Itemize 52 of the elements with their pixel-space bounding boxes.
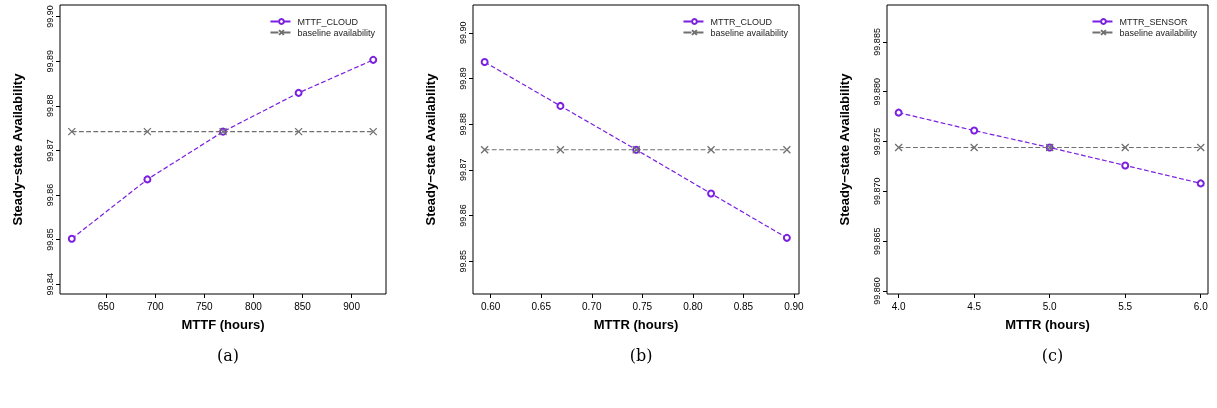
y-tick-label: 99.87: [457, 158, 468, 182]
y-tick-label: 99.860: [871, 277, 882, 305]
x-tick-label: 800: [245, 300, 263, 312]
x-axis-title: MTTR (hours): [1005, 317, 1090, 332]
text: (b): [629, 345, 653, 365]
x-tick-label: 0.75: [632, 300, 653, 312]
legend-label: baseline availability: [710, 27, 789, 38]
x-tick-label: 0.80: [683, 300, 704, 312]
text: (c): [1041, 345, 1064, 365]
x-tick-label: 5.0: [1042, 300, 1058, 312]
y-tick-label: 99.86: [457, 204, 468, 227]
y-axis-title: Steady−state Availability: [423, 72, 438, 226]
y-tick-label: 99.90: [44, 5, 55, 28]
legend-label: baseline availability: [1119, 27, 1198, 38]
legend-label: MTTR_SENSOR: [1119, 16, 1188, 27]
x-tick-label: 4.0: [891, 300, 907, 312]
legend-label: baseline availability: [297, 27, 376, 38]
x-tick-label: 650: [97, 300, 115, 312]
y-tick-label: 99.88: [457, 112, 468, 136]
x-tick-label: 5.5: [1118, 300, 1133, 312]
y-tick-label: 99.880: [871, 77, 882, 106]
y-tick-label: 99.86: [44, 183, 55, 207]
y-tick-label: 99.85: [44, 228, 55, 251]
x-tick-label: 900: [343, 300, 361, 312]
y-tick-label: 99.875: [871, 127, 882, 156]
x-tick-label: 700: [146, 300, 165, 312]
y-tick-label: 99.89: [44, 49, 55, 73]
x-axis-title: MTTR (hours): [593, 317, 679, 332]
x-tick-label: 750: [196, 300, 214, 312]
y-tick-label: 99.89: [457, 67, 468, 90]
y-tick-label: 99.865: [871, 227, 882, 255]
x-axis-title: MTTF (hours): [181, 317, 265, 332]
y-axis-title: Steady−state Availability: [10, 72, 25, 226]
x-tick-label: 0.85: [733, 300, 754, 312]
y-axis-title: Steady−state Availability: [837, 72, 852, 226]
legend-label: MTTF_CLOUD: [297, 16, 359, 27]
y-tick-label: 99.885: [871, 28, 882, 56]
x-tick-label: 6.0: [1193, 300, 1209, 312]
x-tick-label: 0.65: [531, 300, 552, 312]
y-tick-label: 99.88: [44, 94, 55, 118]
y-tick-label: 99.84: [44, 272, 55, 296]
y-tick-label: 99.85: [457, 249, 468, 273]
y-tick-label: 99.90: [457, 21, 468, 45]
x-tick-label: 4.5: [967, 300, 982, 312]
legend-label: MTTR_CLOUD: [710, 16, 773, 27]
x-tick-label: 0.60: [480, 300, 501, 312]
x-tick-label: 0.70: [582, 300, 602, 312]
y-tick-label: 99.870: [871, 177, 882, 206]
y-tick-label: 99.87: [44, 139, 55, 162]
x-tick-label: 0.90: [784, 300, 805, 312]
text: (a): [216, 345, 240, 365]
x-tick-label: 850: [294, 300, 312, 312]
